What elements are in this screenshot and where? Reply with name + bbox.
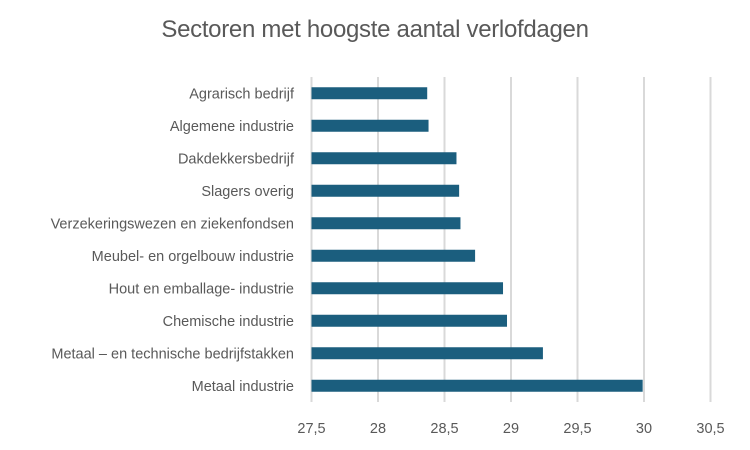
category-label: Metaal – en technische bedrijfstakken — [51, 346, 294, 362]
bar — [311, 119, 429, 132]
bar — [311, 282, 504, 295]
category-label: Metaal industrie — [192, 379, 294, 395]
x-tick-label: 27,5 — [297, 421, 325, 437]
bar — [311, 379, 643, 392]
chart-title: Sectoren met hoogste aantal verlofdagen — [161, 16, 589, 43]
category-label: Chemische industrie — [163, 314, 294, 330]
x-tick-label: 29 — [503, 421, 519, 437]
category-labels: Agrarisch bedrijf Algemene industrie Dakde… — [51, 86, 295, 395]
bar — [311, 347, 543, 360]
bar — [311, 314, 508, 327]
x-tick-labels: 27,5 28 28,5 29 29,5 30 30,5 — [297, 421, 724, 437]
x-tick-label: 28,5 — [430, 421, 458, 437]
category-label: Hout en emballage- industrie — [109, 281, 294, 297]
bar — [311, 184, 460, 197]
category-label: Algemene industrie — [170, 119, 294, 135]
category-label: Slagers overig — [201, 184, 294, 200]
bar — [311, 249, 476, 262]
category-label: Agrarisch bedrijf — [189, 86, 295, 102]
category-label: Verzekeringswezen en ziekenfondsen — [51, 216, 294, 232]
x-tick-label: 29,5 — [563, 421, 591, 437]
bar — [311, 87, 428, 100]
category-label: Meubel- en orgelbouw industrie — [92, 249, 294, 265]
bars — [311, 87, 643, 392]
category-label: Dakdekkersbedrijf — [178, 151, 295, 167]
x-tick-label: 30,5 — [696, 421, 724, 437]
bar — [311, 152, 457, 165]
bar — [311, 217, 461, 230]
x-tick-label: 30 — [636, 421, 652, 437]
x-tick-label: 28 — [370, 421, 386, 437]
